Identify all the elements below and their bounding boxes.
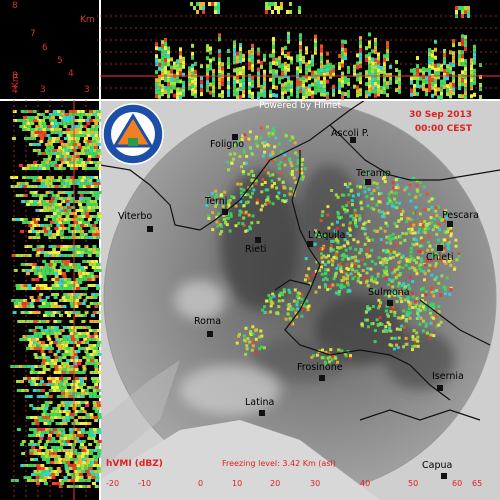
height-label-3: 3	[84, 85, 90, 95]
city-marker-roma	[207, 331, 213, 337]
freezing-level: Freezing level: 3.42 Km (asl)	[222, 459, 336, 468]
city-label-rieti: Rieti	[245, 244, 266, 255]
west-east-profile	[10, 100, 102, 500]
map-area: Ascoli P. Foligno Teramo Terni Pescara Viterb…	[100, 100, 500, 500]
city-label-teramo: Teramo	[355, 168, 391, 179]
height-label-8: 8	[12, 1, 18, 11]
city-label-isernia: Isernia	[432, 371, 464, 382]
city-marker-frosinone	[319, 375, 325, 381]
city-marker-isernia	[437, 385, 443, 391]
legend-tick: -10	[138, 479, 151, 488]
legend-tick: 65	[472, 479, 482, 488]
legend-tick: 10	[232, 479, 242, 488]
city-marker-terni	[222, 209, 228, 215]
city-marker-latina	[259, 410, 265, 416]
sea-area	[100, 420, 380, 500]
city-label-ascoli: Ascoli P.	[331, 128, 369, 139]
city-marker-pescara	[447, 221, 453, 227]
civil-protection-logo	[102, 103, 164, 165]
height-label-6: 6	[42, 43, 48, 53]
left-height-label-8: 8	[12, 71, 18, 81]
city-marker-teramo	[365, 179, 371, 185]
city-label-latina: Latina	[245, 397, 274, 408]
height-label-7: 7	[30, 29, 36, 39]
city-marker-laquila	[307, 241, 313, 247]
city-marker-sulmona	[387, 300, 393, 306]
city-label-pescara: Pescara	[442, 210, 479, 221]
legend-tick: 0	[198, 479, 203, 488]
km-label-top: Km	[80, 15, 95, 25]
region-boundaries	[100, 100, 500, 421]
legend-title: hVMI (dBZ)	[106, 459, 163, 469]
city-label-frosinone: Frosinone	[297, 362, 343, 373]
legend-tick: 50	[408, 479, 418, 488]
left-height-label-3: 3	[40, 85, 46, 95]
legend-tick: -20	[106, 479, 119, 488]
legend-tick: 20	[270, 479, 280, 488]
city-marker-ascoli	[350, 137, 356, 143]
north-south-profile	[100, 2, 500, 100]
city-marker-rieti	[255, 237, 261, 243]
city-label-chieti: Chieti	[426, 252, 454, 263]
powered-by-label: Powered by Himet	[259, 101, 342, 111]
city-label-viterbo: Viterbo	[118, 211, 152, 222]
city-marker-viterbo	[147, 226, 153, 232]
city-marker-capua	[441, 473, 447, 479]
city-label-laquila: L'Aquila	[308, 230, 345, 241]
height-label-5: 5	[57, 56, 63, 66]
radar-time: 00:00 CEST	[415, 124, 473, 134]
city-layer: Ascoli P. Foligno Teramo Terni Pescara Viterb…	[118, 128, 479, 479]
left-height-label-4: 4	[12, 86, 18, 96]
legend: hVMI (dBZ) Freezing level: 3.42 Km (asl)…	[106, 459, 482, 488]
city-label-sulmona: Sulmona	[368, 287, 410, 298]
radar-date: 30 Sep 2013	[409, 110, 472, 120]
legend-tick: 60	[452, 479, 462, 488]
city-label-foligno: Foligno	[210, 139, 244, 150]
legend-tick: 30	[310, 479, 320, 488]
profile-height-labels: Km 8 7 6 5 4 3 Km 8 4 3	[11, 1, 95, 96]
city-label-roma: Roma	[194, 316, 221, 327]
city-marker-chieti	[437, 245, 443, 251]
city-label-terni: Terni	[204, 196, 227, 207]
city-marker-foligno	[232, 134, 238, 140]
city-label-capua: Capua	[422, 460, 452, 471]
legend-tick: 40	[360, 479, 370, 488]
km-label-left: Km	[11, 73, 21, 88]
height-label-4: 4	[68, 69, 74, 79]
